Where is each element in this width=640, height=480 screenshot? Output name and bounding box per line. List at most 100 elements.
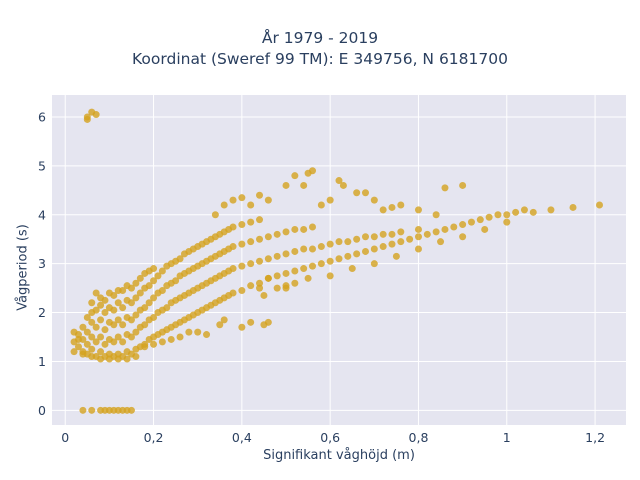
data-point xyxy=(450,223,458,231)
data-point xyxy=(132,311,140,319)
data-point xyxy=(485,213,493,221)
data-point xyxy=(348,265,356,273)
y-tick-label: 3 xyxy=(38,256,46,271)
data-point xyxy=(423,230,431,238)
data-point xyxy=(370,260,378,268)
data-point xyxy=(300,245,308,253)
data-point xyxy=(110,306,118,314)
data-point xyxy=(172,277,180,285)
data-point xyxy=(92,306,100,314)
data-point xyxy=(88,345,96,353)
data-point xyxy=(101,340,109,348)
data-point xyxy=(176,255,184,263)
data-point xyxy=(88,333,96,341)
data-point xyxy=(145,282,153,290)
data-point xyxy=(247,260,255,268)
data-point xyxy=(247,201,255,209)
data-point xyxy=(414,206,422,214)
data-point xyxy=(344,238,352,246)
data-point xyxy=(229,289,237,297)
y-tick-label: 4 xyxy=(38,207,46,222)
data-point xyxy=(414,225,422,233)
data-point xyxy=(414,233,422,241)
x-tick-label: 0,6 xyxy=(320,430,340,445)
data-point xyxy=(264,274,272,282)
data-point xyxy=(547,206,555,214)
data-point xyxy=(136,289,144,297)
data-point xyxy=(110,291,118,299)
chart-title: År 1979 - 2019 xyxy=(261,29,379,47)
data-point xyxy=(256,257,264,265)
data-point xyxy=(326,257,334,265)
data-point xyxy=(150,313,158,321)
data-point xyxy=(114,316,122,324)
data-point xyxy=(256,191,264,199)
data-point xyxy=(211,211,219,219)
x-tick-label: 1 xyxy=(503,430,511,445)
x-tick-label: 0 xyxy=(61,430,69,445)
y-tick-label: 5 xyxy=(38,158,46,173)
data-point xyxy=(119,321,127,329)
data-point xyxy=(145,299,153,307)
data-point xyxy=(282,250,290,258)
data-point xyxy=(158,287,166,295)
data-point xyxy=(110,338,118,346)
x-tick-label: 0,2 xyxy=(144,430,164,445)
data-point xyxy=(70,348,78,356)
data-point xyxy=(370,245,378,253)
data-point xyxy=(370,233,378,241)
data-point xyxy=(256,216,264,224)
data-point xyxy=(92,289,100,297)
grid-lines xyxy=(52,95,626,425)
data-point xyxy=(476,216,484,224)
data-point xyxy=(481,225,489,233)
data-point xyxy=(114,355,122,363)
data-point xyxy=(132,279,140,287)
data-point xyxy=(229,223,237,231)
data-point xyxy=(88,406,96,414)
data-point xyxy=(282,282,290,290)
data-point xyxy=(353,235,361,243)
data-point xyxy=(127,284,135,292)
data-point xyxy=(127,299,135,307)
data-point xyxy=(247,318,255,326)
data-point xyxy=(136,274,144,282)
data-point xyxy=(291,225,299,233)
data-point xyxy=(459,221,467,229)
data-point xyxy=(392,252,400,260)
data-point xyxy=(229,265,237,273)
data-point xyxy=(300,225,308,233)
data-point xyxy=(529,208,537,216)
data-point xyxy=(194,328,202,336)
data-point xyxy=(397,228,405,236)
data-point xyxy=(300,265,308,273)
data-point xyxy=(88,318,96,326)
data-point xyxy=(256,279,264,287)
data-point xyxy=(238,194,246,202)
data-point xyxy=(569,203,577,211)
data-point xyxy=(238,323,246,331)
data-point xyxy=(432,211,440,219)
data-point xyxy=(97,348,105,356)
data-point xyxy=(154,272,162,280)
data-point xyxy=(361,247,369,255)
data-point xyxy=(512,208,520,216)
data-point xyxy=(273,252,281,260)
data-points xyxy=(70,108,604,414)
data-point xyxy=(88,353,96,361)
data-point xyxy=(264,255,272,263)
data-point xyxy=(127,333,135,341)
data-point xyxy=(238,221,246,229)
data-point xyxy=(238,262,246,270)
data-point xyxy=(74,343,82,351)
data-point xyxy=(167,335,175,343)
data-point xyxy=(260,291,268,299)
data-point xyxy=(326,272,334,280)
data-point xyxy=(317,201,325,209)
data-point xyxy=(97,316,105,324)
data-point xyxy=(282,181,290,189)
data-point xyxy=(132,294,140,302)
data-point xyxy=(158,338,166,346)
data-point xyxy=(247,218,255,226)
data-point xyxy=(220,201,228,209)
